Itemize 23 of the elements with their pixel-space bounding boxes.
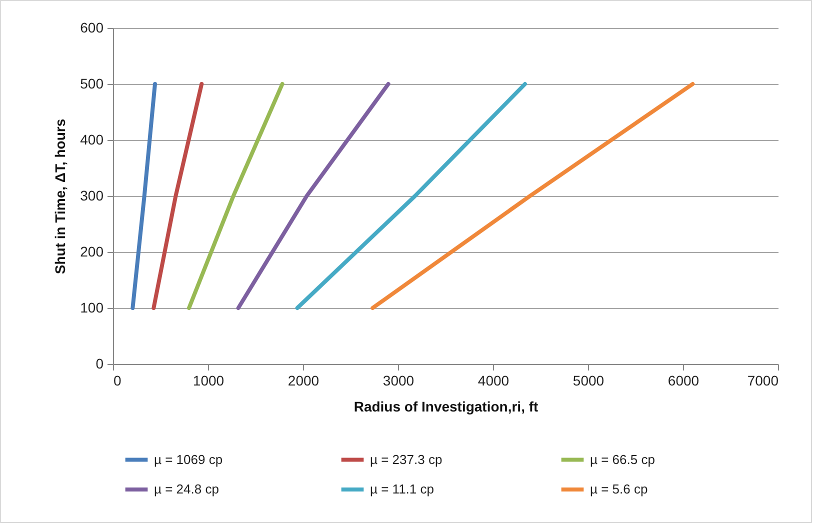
y-tick-label: 400	[80, 132, 104, 148]
legend-label: µ = 66.5 cp	[590, 452, 655, 467]
x-tick-label: 2000	[288, 372, 320, 388]
y-tick-label: 100	[80, 300, 104, 316]
y-tick-label: 300	[80, 188, 104, 204]
legend-label: µ = 1069 cp	[154, 452, 223, 467]
y-tick-label: 600	[80, 20, 104, 36]
x-tick-label: 4000	[478, 372, 510, 388]
x-tick-label: 1000	[192, 372, 224, 388]
y-axis-title: Shut in Time, ΔT, hours	[52, 118, 68, 274]
x-tick-label: 7000	[747, 372, 779, 388]
x-tick-label: 0	[114, 372, 122, 388]
x-tick-label: 3000	[382, 372, 414, 388]
y-tick-label: 200	[80, 244, 104, 260]
x-tick-label: 6000	[668, 372, 700, 388]
x-axis-title: Radius of Investigation,ri, ft	[354, 398, 539, 414]
legend-label: µ = 237.3 cp	[370, 452, 442, 467]
x-tick-label: 5000	[572, 372, 604, 388]
y-tick-label: 0	[96, 356, 104, 372]
legend-label: µ = 11.1 cp	[370, 482, 434, 496]
y-tick-label: 500	[80, 76, 104, 92]
legend-label: µ = 24.8 cp	[154, 482, 219, 496]
legend-label: µ = 5.6 cp	[590, 482, 648, 496]
